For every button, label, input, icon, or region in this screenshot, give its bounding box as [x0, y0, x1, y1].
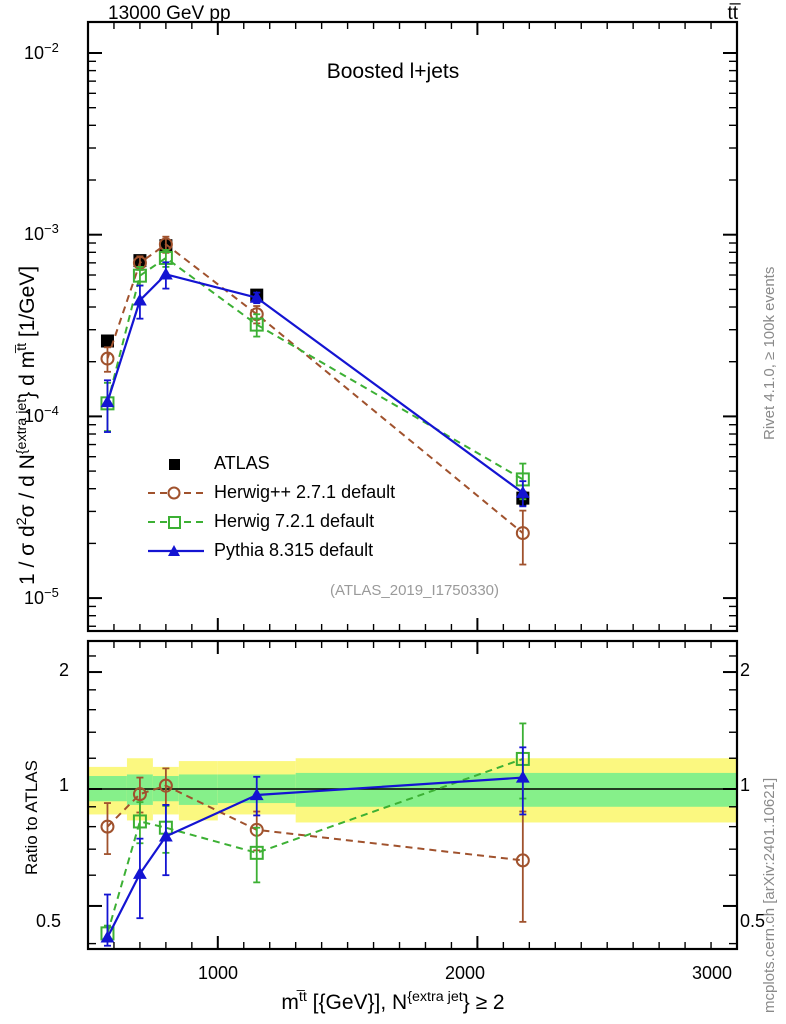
data-marker — [515, 770, 530, 783]
xtick-1000: 1000 — [198, 963, 239, 983]
legend-item-herwig7[interactable]: Herwig 7.2.1 default — [148, 507, 395, 536]
ratio-ytick-right-2: 2 — [740, 660, 751, 680]
legend-key-herwig7 — [148, 512, 204, 532]
main-ytick-1e-5: 10−5 — [24, 585, 59, 608]
axes-frames-and-ticks — [86, 20, 739, 951]
data-marker — [132, 268, 147, 283]
legend-label-pythia: Pythia 8.315 default — [214, 540, 374, 560]
ratio-panel-frame — [86, 639, 739, 951]
data-marker — [515, 853, 530, 868]
ratio-line-herwig — [106, 757, 524, 934]
data-marker — [100, 930, 115, 943]
data-marker — [249, 788, 264, 801]
main-ytick-1e-2: 10−2 — [24, 40, 59, 63]
x-axis-label: mt̅t [{GeV}], N{extra jet} ≥ 2 — [281, 989, 505, 1014]
legend: ATLAS Herwig++ 2.7.1 default Herwig 7.2.… — [148, 449, 395, 565]
legend-label-herwig7: Herwig 7.2.1 default — [214, 511, 375, 531]
ratio-ytick-left-1: 1 — [59, 775, 70, 795]
data-marker — [133, 866, 147, 879]
data-marker — [158, 778, 173, 793]
ratio-ytick-right-1: 1 — [740, 775, 751, 795]
ratio-ytick-right-0.5: 0.5 — [740, 911, 766, 931]
main-panel-frame — [86, 20, 739, 633]
data-marker — [158, 267, 173, 280]
data-marker — [515, 526, 530, 541]
data-marker — [100, 334, 114, 348]
legend-item-herwigpp[interactable]: Herwig++ 2.7.1 default — [148, 478, 395, 507]
data-marker — [100, 351, 115, 366]
data-marker — [132, 814, 147, 829]
series-line-herwig++ — [106, 243, 524, 534]
legend-item-atlas[interactable]: ATLAS — [148, 449, 395, 478]
data-marker — [249, 317, 264, 332]
main-ytick-1e-4: 10−4 — [24, 403, 59, 426]
data-marker — [158, 829, 173, 842]
series-line-herwig — [106, 256, 524, 481]
main-ytick-1e-3: 10−3 — [24, 221, 59, 244]
data-marker — [249, 290, 264, 303]
series-line-pythia — [106, 273, 524, 494]
legend-key-atlas — [148, 454, 204, 474]
legend-key-pythia — [148, 541, 204, 561]
legend-item-pythia[interactable]: Pythia 8.315 default — [148, 536, 395, 565]
header-process-label: tt̅ — [727, 3, 738, 24]
header-beam-label: 13000 GeV pp — [108, 3, 231, 24]
ratio-panel-series — [100, 722, 530, 947]
data-marker — [249, 845, 264, 860]
data-marker — [100, 395, 115, 408]
plot-title: Boosted l+jets — [326, 60, 460, 83]
xtick-3000: 3000 — [692, 963, 733, 983]
legend-label-atlas: ATLAS — [214, 453, 270, 473]
ratio-ytick-left-0.5: 0.5 — [36, 911, 62, 931]
data-marker — [132, 787, 147, 802]
analysis-id-watermark: (ATLAS_2019_I1750330) — [330, 582, 500, 599]
legend-label-herwigpp: Herwig++ 2.7.1 default — [214, 482, 396, 502]
data-marker — [100, 819, 115, 834]
data-marker — [515, 485, 530, 498]
ratio-uncertainty-bands — [88, 758, 737, 823]
data-marker — [133, 293, 147, 306]
main-panel-series — [100, 235, 530, 566]
legend-key-herwigpp — [148, 483, 204, 503]
xtick-2000: 2000 — [445, 963, 486, 983]
ratio-ytick-left-2: 2 — [59, 660, 70, 680]
